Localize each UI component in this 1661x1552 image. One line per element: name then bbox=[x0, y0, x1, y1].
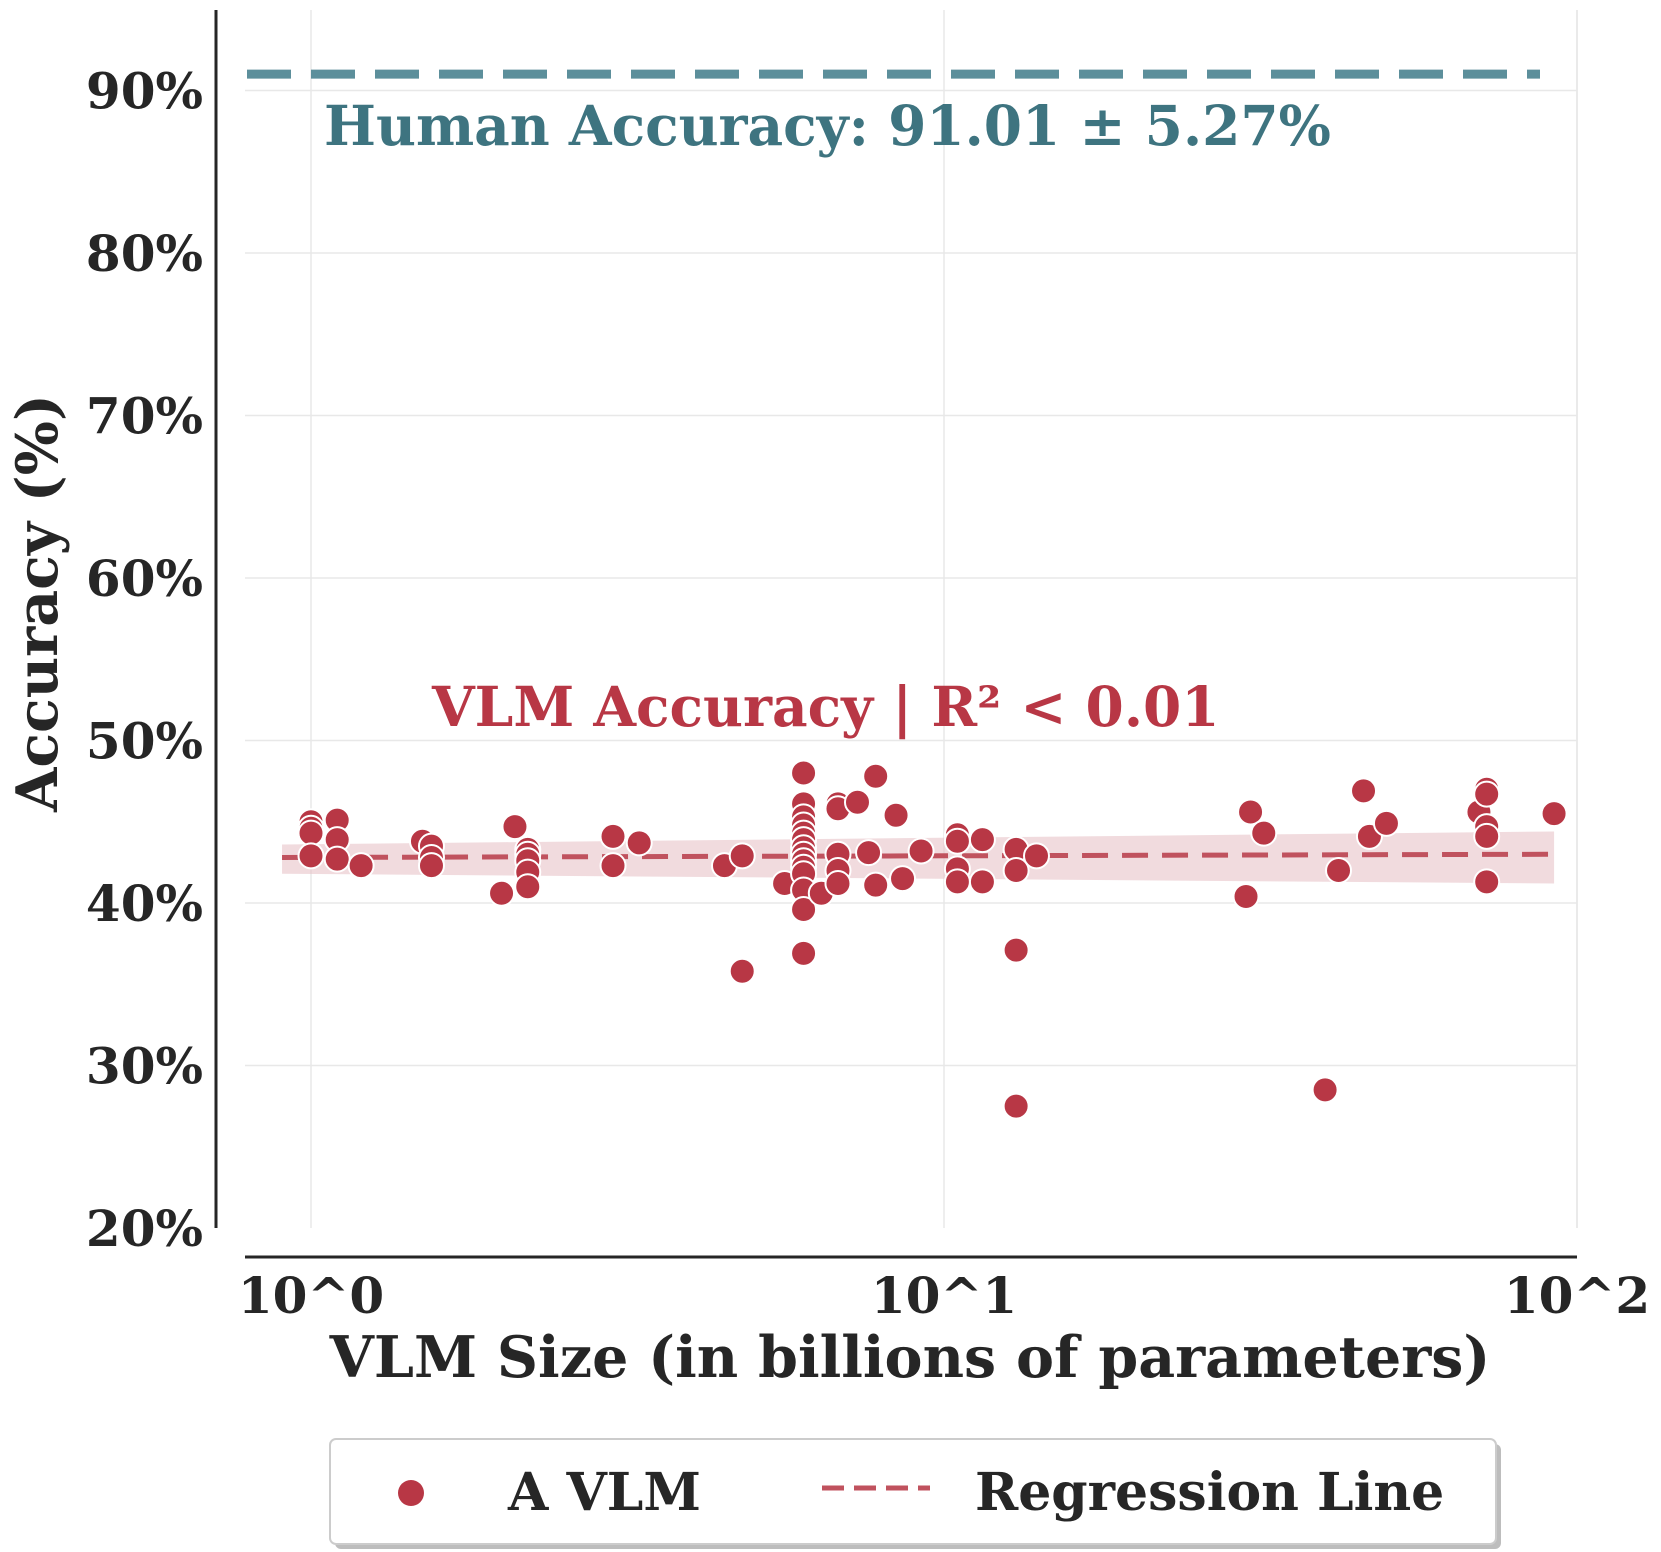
vlm-point bbox=[728, 957, 756, 985]
grid-lines bbox=[245, 10, 1578, 1228]
axis-spines bbox=[214, 10, 1577, 1259]
x-tick-label: 10^2 bbox=[1504, 1266, 1650, 1325]
vlm-point bbox=[1002, 936, 1030, 964]
vlm-point bbox=[1540, 800, 1568, 828]
vlm-point bbox=[943, 868, 971, 896]
vlm-point bbox=[790, 759, 818, 787]
vlm-point bbox=[599, 852, 627, 880]
y-tick-label: 90% bbox=[86, 62, 203, 121]
vlm-point bbox=[1002, 1092, 1030, 1120]
vlm-points bbox=[297, 759, 1568, 1120]
vlm-point bbox=[728, 842, 756, 870]
vlm-point bbox=[599, 822, 627, 850]
human-accuracy-label: Human Accuracy: 91.01 ± 5.27% bbox=[324, 93, 1331, 158]
x-tick-labels: 10^0 10^1 10^2 bbox=[238, 1266, 1650, 1325]
y-tick-labels: 20% 30% 40% 50% 60% 70% 80% 90% bbox=[86, 62, 203, 1259]
vlm-point bbox=[625, 829, 653, 857]
vlm-point bbox=[862, 871, 890, 899]
vlm-point bbox=[1372, 809, 1400, 837]
vlm-point bbox=[943, 827, 971, 855]
x-tick-label: 10^0 bbox=[238, 1266, 384, 1325]
vlm-point bbox=[323, 845, 351, 873]
vlm-point bbox=[824, 870, 852, 897]
y-tick-label: 20% bbox=[86, 1199, 203, 1258]
y-tick-label: 40% bbox=[86, 874, 203, 933]
vlm-point bbox=[1237, 798, 1265, 826]
legend-label-regression-line: Regression Line bbox=[975, 1462, 1444, 1523]
legend: A VLM Regression Line bbox=[329, 1438, 1501, 1549]
vlm-point bbox=[968, 826, 996, 854]
y-tick-label: 30% bbox=[86, 1037, 203, 1096]
human-accuracy-group: Human Accuracy: 91.01 ± 5.27% bbox=[247, 69, 1540, 158]
vlm-point bbox=[1250, 819, 1278, 847]
vlm-point bbox=[1473, 822, 1501, 850]
vlm-point bbox=[1002, 857, 1030, 884]
vlm-point bbox=[862, 762, 890, 790]
vlm-point bbox=[514, 873, 542, 901]
regression-line bbox=[282, 851, 1555, 860]
y-tick-label: 80% bbox=[86, 224, 203, 283]
vlm-point bbox=[417, 852, 445, 880]
vlm-point bbox=[907, 837, 935, 865]
vlm-point bbox=[790, 896, 818, 923]
vlm-point bbox=[855, 839, 883, 867]
vlm-accuracy-label: VLM Accuracy | R² < 0.01 bbox=[431, 674, 1220, 740]
vlm-point bbox=[1473, 868, 1501, 896]
x-axis-title: VLM Size (in billions of parameters) bbox=[329, 1324, 1491, 1391]
vlm-point bbox=[889, 865, 917, 893]
vlm-point bbox=[968, 868, 996, 896]
vlm-point bbox=[1311, 1076, 1339, 1104]
legend-label-a-vlm: A VLM bbox=[507, 1462, 701, 1523]
vlm-point bbox=[1022, 842, 1050, 870]
vlm-point bbox=[347, 852, 375, 880]
vlm-point bbox=[1325, 857, 1353, 884]
y-tick-label: 60% bbox=[86, 549, 203, 608]
legend-box bbox=[329, 1438, 1497, 1545]
vlm-point bbox=[297, 819, 325, 847]
y-tick-label: 70% bbox=[86, 387, 203, 446]
y-tick-label: 50% bbox=[86, 712, 203, 771]
y-axis-title: Accuracy (%) bbox=[4, 394, 71, 813]
vlm-point bbox=[488, 879, 516, 907]
legend-marker-a-vlm bbox=[398, 1480, 424, 1506]
vlm-point bbox=[790, 939, 818, 967]
vlm-point bbox=[501, 813, 529, 841]
vlm-point bbox=[882, 801, 910, 829]
vlm-point bbox=[843, 788, 871, 816]
vlm-point bbox=[1232, 883, 1260, 910]
x-tick-label: 10^1 bbox=[871, 1266, 1017, 1325]
vlm-point bbox=[297, 842, 325, 870]
vlm-point bbox=[1350, 777, 1378, 805]
vlm-point bbox=[1473, 780, 1501, 808]
